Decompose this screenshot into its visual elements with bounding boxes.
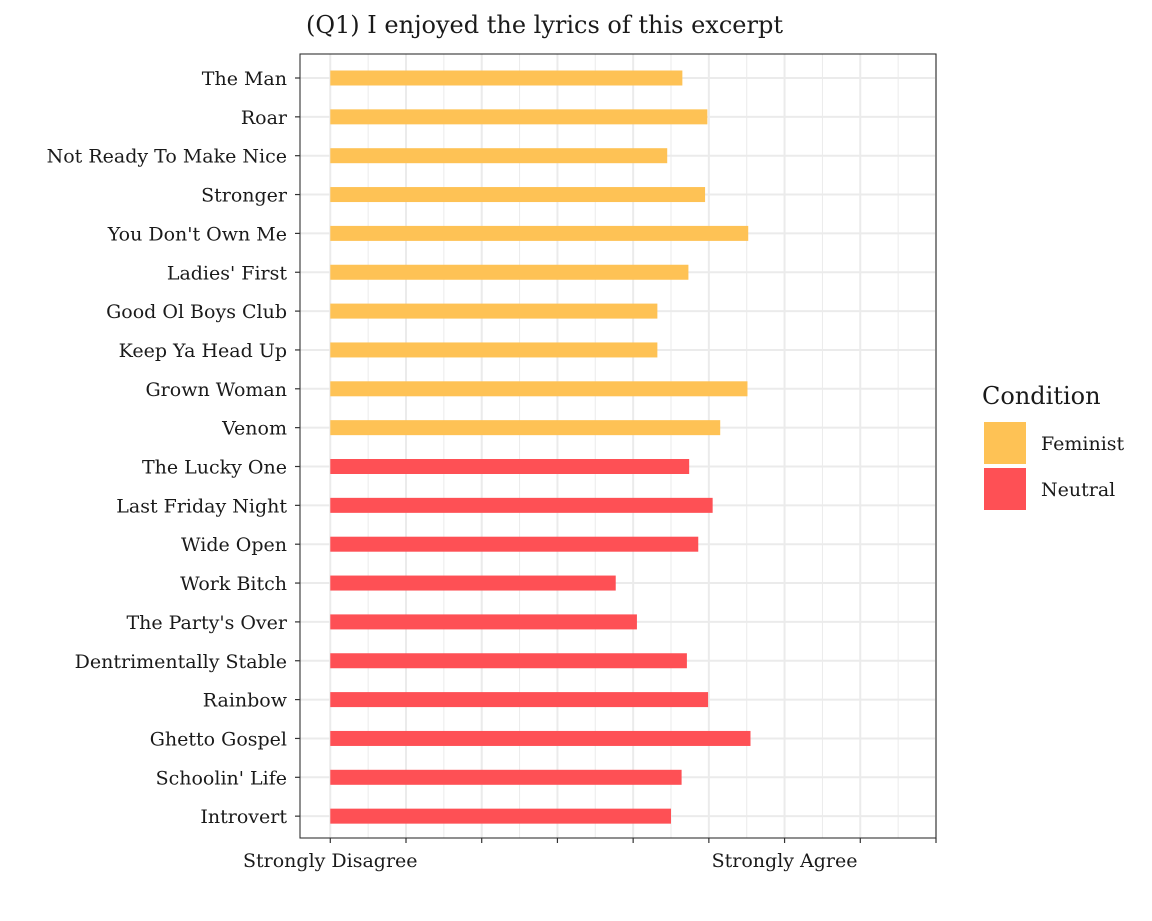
bar-feminist (330, 225, 749, 241)
bar-neutral (330, 730, 751, 746)
category-label: The Party's Over (126, 612, 287, 634)
legend-title: Condition (982, 382, 1101, 410)
category-label: The Lucky One (142, 457, 287, 479)
category-label: Ladies' First (167, 262, 288, 284)
chart-title: (Q1) I enjoyed the lyrics of this excerp… (306, 11, 783, 39)
category-label: The Man (202, 68, 287, 90)
bar-feminist (330, 381, 748, 397)
bar-neutral (330, 536, 699, 552)
x-axis: Strongly Disagree Strongly Agree (243, 838, 937, 872)
category-label: Keep Ya Head Up (119, 340, 287, 362)
grid (300, 54, 937, 838)
category-label: Schoolin' Life (156, 767, 287, 789)
legend: Condition Feminist Neutral (982, 382, 1125, 510)
legend-swatch-neutral (984, 468, 1026, 510)
legend-swatch-feminist (984, 422, 1026, 464)
bar-neutral (330, 653, 687, 669)
category-label: Roar (241, 107, 288, 129)
x-tick-label: Strongly Disagree (243, 850, 418, 872)
bar-neutral (330, 459, 690, 474)
bar-neutral (330, 769, 682, 785)
bar-feminist (330, 148, 668, 164)
legend-label-feminist: Feminist (1041, 433, 1125, 455)
bar-feminist (330, 303, 658, 319)
bar-feminist (330, 109, 708, 125)
category-label: Venom (221, 418, 287, 440)
category-label: Good Ol Boys Club (106, 301, 287, 323)
bar-neutral (330, 808, 671, 824)
category-label: Not Ready To Make Nice (47, 146, 287, 168)
bars (330, 70, 751, 824)
category-label: Wide Open (181, 534, 287, 556)
bar-feminist (330, 70, 683, 86)
category-label: Last Friday Night (116, 495, 287, 517)
category-label: Stronger (201, 185, 288, 207)
category-label: You Don't Own Me (107, 223, 287, 245)
category-label: Rainbow (203, 690, 288, 712)
bar-feminist (330, 342, 658, 358)
bar-neutral (330, 614, 637, 630)
bar-neutral (330, 692, 709, 708)
bar-feminist (330, 264, 689, 280)
bar-neutral (330, 497, 713, 513)
bar-feminist (330, 187, 706, 203)
bar-neutral (330, 575, 616, 591)
category-label: Grown Woman (146, 379, 288, 401)
category-label: Introvert (200, 806, 287, 828)
legend-label-neutral: Neutral (1041, 479, 1115, 501)
category-label: Ghetto Gospel (150, 728, 287, 750)
category-label: Work Bitch (180, 573, 287, 595)
x-tick-label: Strongly Agree (712, 850, 858, 872)
bar-feminist (330, 420, 721, 436)
panel-border (299, 53, 937, 839)
category-label: Dentrimentally Stable (75, 651, 287, 673)
y-axis: The Man Roar Not Ready To Make Nice Stronge… (47, 68, 300, 828)
